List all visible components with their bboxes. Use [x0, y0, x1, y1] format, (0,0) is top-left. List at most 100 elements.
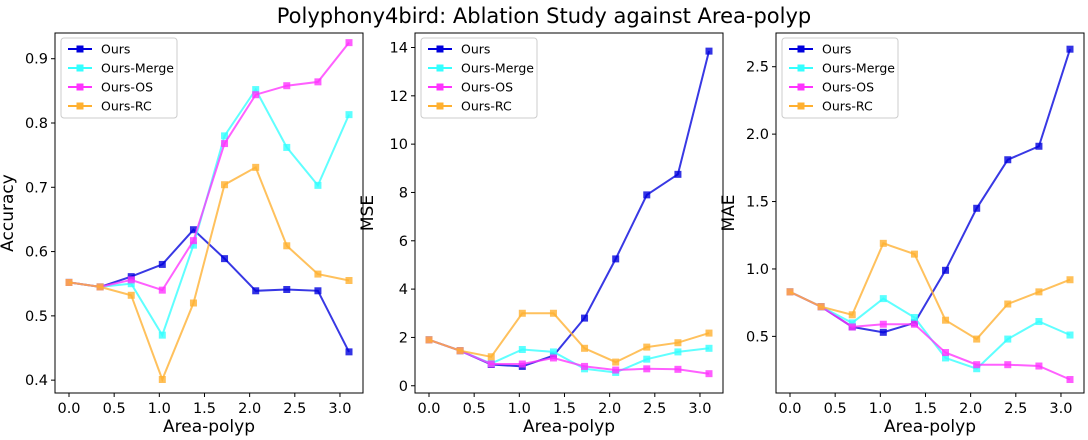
data-point-ours-merge — [1004, 335, 1012, 343]
legend-marker-ours-merge — [797, 64, 805, 72]
legend-label-ours-merge: Ours-Merge — [461, 61, 534, 76]
data-point-ours-rc — [158, 376, 166, 383]
legend-label-ours-rc: Ours-RC — [101, 99, 152, 114]
data-point-ours — [1035, 142, 1043, 150]
y-tick-label: 6 — [399, 234, 408, 250]
legend: Ours Ours-Merge Ours-OS Ours-RC — [781, 37, 899, 119]
series-group — [425, 47, 713, 378]
x-tick-label: 0.0 — [778, 401, 801, 417]
data-point-ours-merge — [252, 86, 260, 94]
series-line-ours-rc — [68, 165, 350, 383]
data-point-ours — [1004, 156, 1012, 164]
data-point-ours-merge — [283, 143, 291, 151]
data-point-ours-rc — [283, 242, 291, 250]
legend-marker-ours-rc — [76, 102, 84, 110]
x-tick-label: 2.0 — [238, 401, 261, 417]
data-point-ours-rc — [581, 344, 589, 352]
data-point-ours-os — [127, 276, 135, 284]
data-point-ours-rc — [345, 277, 353, 284]
data-point-ours-os — [973, 361, 981, 369]
y-tick-label: 2.5 — [746, 60, 769, 76]
data-point-ours-os — [910, 320, 918, 328]
data-point-ours-rc — [879, 239, 887, 247]
x-axis-label: Area-polyp — [884, 417, 976, 437]
series-line-ours-os — [789, 290, 1071, 381]
legend-label-ours-os: Ours-OS — [101, 80, 153, 95]
y-tick-label: 10 — [390, 137, 408, 153]
data-point-ours-merge — [910, 313, 918, 321]
plot-frame — [775, 32, 1085, 394]
legend-label-ours-os: Ours-OS — [822, 80, 874, 95]
data-point-ours-rc — [1035, 288, 1043, 296]
data-point-ours-rc — [612, 358, 620, 366]
y-tick-label: 0.7 — [25, 180, 48, 196]
data-point-ours-merge — [1035, 318, 1043, 326]
x-tick-label: 2.0 — [598, 401, 621, 417]
legend-marker-ours-os — [436, 83, 444, 91]
data-point-ours-os — [549, 354, 557, 362]
chart-panel-accuracy: 0.0 0.5 1.0 1.5 2.0 2.5 3.0 0.4 0.5 0.6 0.7 0.8 0.9 A… — [0, 32, 364, 437]
series-group — [786, 45, 1074, 384]
legend-marker-ours-os — [76, 83, 84, 91]
data-point-ours-rc — [910, 250, 918, 258]
data-point-ours-os — [1066, 376, 1074, 384]
data-point-ours — [612, 255, 620, 263]
x-tick-label: 1.5 — [553, 401, 576, 417]
data-point-ours-os — [1035, 362, 1043, 370]
legend-marker-ours-os — [797, 83, 805, 91]
y-tick-label: 1.0 — [746, 262, 769, 278]
data-point-ours-rc — [942, 316, 950, 324]
x-tick-label: 0.5 — [824, 401, 847, 417]
data-point-ours-os — [283, 82, 291, 90]
legend-marker-ours — [436, 45, 444, 53]
data-point-ours-rc — [549, 309, 557, 317]
data-point-ours-merge — [643, 355, 651, 363]
y-tick-label: 1.5 — [746, 195, 769, 211]
data-point-ours-os — [942, 349, 950, 357]
chart-panel-mse: 0.0 0.5 1.0 1.5 2.0 2.5 3.0 0 2 4 6 8 10 12 14 Area-pol… — [358, 32, 724, 437]
data-point-ours-merge — [705, 344, 713, 352]
data-point-ours-os — [581, 362, 589, 370]
x-tick-label: 2.5 — [1004, 401, 1027, 417]
data-point-ours-os — [848, 323, 856, 331]
data-point-ours-os — [345, 39, 353, 47]
series-line-ours-merge — [789, 290, 1071, 370]
data-point-ours-os — [643, 365, 651, 373]
y-axis-label: MAE — [719, 194, 739, 231]
x-tick-label: 1.0 — [508, 401, 531, 417]
data-point-ours-merge — [973, 365, 981, 373]
y-axis-label: MSE — [358, 195, 378, 231]
data-point-ours-merge — [848, 319, 856, 327]
legend-marker-ours-merge — [76, 64, 84, 72]
x-tick-label: 3.0 — [328, 401, 351, 417]
data-point-ours-rc — [705, 329, 713, 337]
legend-box — [781, 37, 899, 119]
x-tick-label: 3.0 — [1049, 401, 1072, 417]
series-line-ours-rc — [428, 312, 710, 364]
y-tick-label: 0.9 — [25, 52, 48, 68]
data-point-ours-merge — [189, 241, 197, 249]
data-point-ours-merge — [674, 348, 682, 356]
data-point-ours-os — [252, 91, 260, 99]
series-line-ours-os — [68, 41, 350, 292]
x-tick-label: 3.0 — [688, 401, 711, 417]
data-point-ours-rc — [1004, 300, 1012, 308]
legend: Ours Ours-Merge Ours-OS Ours-RC — [60, 37, 178, 119]
data-point-ours-rc — [848, 311, 856, 319]
data-point-ours-rc — [96, 283, 104, 291]
y-tick-label: 0.8 — [25, 116, 48, 132]
x-tick-label: 2.0 — [959, 401, 982, 417]
x-tick-label: 0.5 — [463, 401, 486, 417]
y-tick-label: 0.5 — [746, 329, 769, 345]
series-line-ours-rc — [789, 242, 1071, 341]
series-line-ours-merge — [68, 87, 350, 338]
legend-label-ours: Ours — [822, 42, 851, 57]
data-point-ours-merge — [314, 181, 322, 189]
data-point-ours-rc — [127, 291, 135, 299]
series-group — [65, 39, 353, 383]
data-point-ours — [189, 226, 197, 234]
data-point-ours-rc — [314, 270, 322, 278]
data-point-ours-os — [221, 140, 229, 148]
data-point-ours-rc — [643, 343, 651, 351]
y-tick-label: 14 — [390, 40, 408, 56]
